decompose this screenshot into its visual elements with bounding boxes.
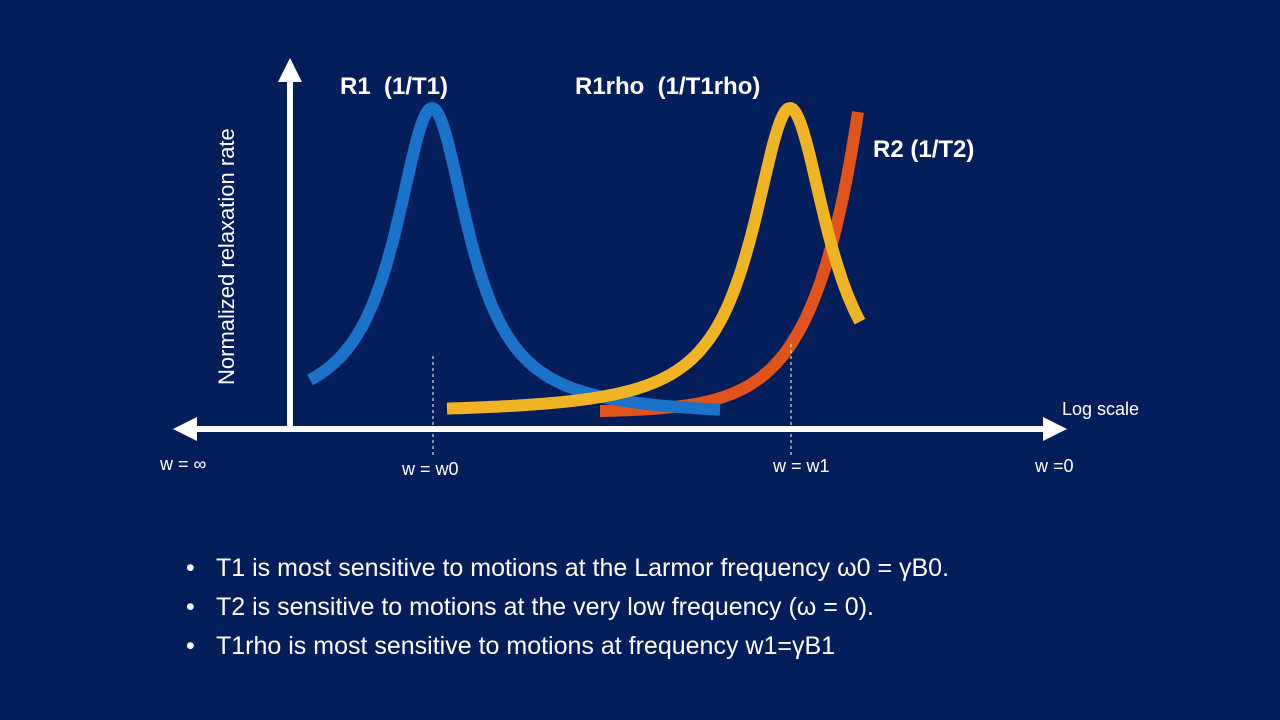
bullet-dot: • — [186, 593, 195, 621]
bullet-item: • T2 is sensitive to motions at the very… — [186, 588, 949, 627]
r2-curve — [596, 111, 864, 417]
w-infinity-label: w = ∞ — [159, 454, 207, 474]
r1-curve — [306, 102, 724, 416]
w-zero-label: w =0 — [1034, 456, 1074, 476]
bullet-text: T1 is most sensitive to motions at the L… — [216, 554, 950, 582]
bullet-item: • T1 is most sensitive to motions at the… — [186, 549, 949, 588]
x-axis-label: Log scale — [1062, 399, 1139, 419]
bullet-text: T2 is sensitive to motions at the very l… — [216, 593, 874, 621]
w0-label: w = w0 — [401, 459, 459, 479]
bullet-list: • T1 is most sensitive to motions at the… — [186, 549, 949, 666]
r1rho-label: R1rho (1/T1rho) — [575, 73, 760, 100]
bullet-dot: • — [186, 554, 195, 582]
y-axis-label: Normalized relaxation rate — [214, 128, 239, 385]
r2-label: R2 (1/T2) — [873, 136, 974, 163]
r1-label: R1 (1/T1) — [340, 73, 448, 100]
w1-label: w = w1 — [772, 456, 830, 476]
relaxation-diagram: R1 (1/T1) R1rho (1/T1rho) R2 (1/T2) Norm… — [159, 58, 1139, 479]
bullet-text: T1rho is most sensitive to motions at fr… — [216, 632, 836, 660]
bullet-item: • T1rho is most sensitive to motions at … — [186, 627, 949, 666]
bullet-dot: • — [186, 632, 195, 660]
r1rho-curve — [443, 102, 866, 415]
